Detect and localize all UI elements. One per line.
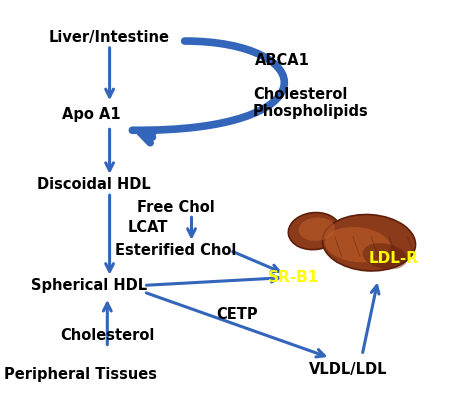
Ellipse shape: [363, 243, 407, 269]
Ellipse shape: [322, 215, 416, 271]
Text: LDL-R: LDL-R: [369, 251, 419, 266]
Text: Cholesterol
Phospholipids: Cholesterol Phospholipids: [253, 87, 369, 119]
Text: ABCA1: ABCA1: [255, 53, 310, 68]
Text: Free Chol: Free Chol: [137, 200, 214, 215]
Text: Spherical HDL: Spherical HDL: [31, 278, 147, 293]
Text: LCAT: LCAT: [128, 220, 169, 235]
Text: Esterified Chol: Esterified Chol: [115, 243, 236, 258]
Text: Apo A1: Apo A1: [62, 107, 121, 122]
Text: CETP: CETP: [216, 307, 258, 322]
Text: Peripheral Tissues: Peripheral Tissues: [3, 367, 156, 382]
Text: Discoidal HDL: Discoidal HDL: [37, 177, 151, 192]
Ellipse shape: [288, 213, 340, 250]
Text: VLDL/LDL: VLDL/LDL: [309, 362, 388, 377]
Ellipse shape: [299, 217, 335, 241]
Text: SR-B1: SR-B1: [268, 270, 319, 285]
Text: Liver/Intestine: Liver/Intestine: [49, 29, 170, 45]
Ellipse shape: [325, 227, 391, 262]
Text: Cholesterol: Cholesterol: [60, 328, 155, 343]
